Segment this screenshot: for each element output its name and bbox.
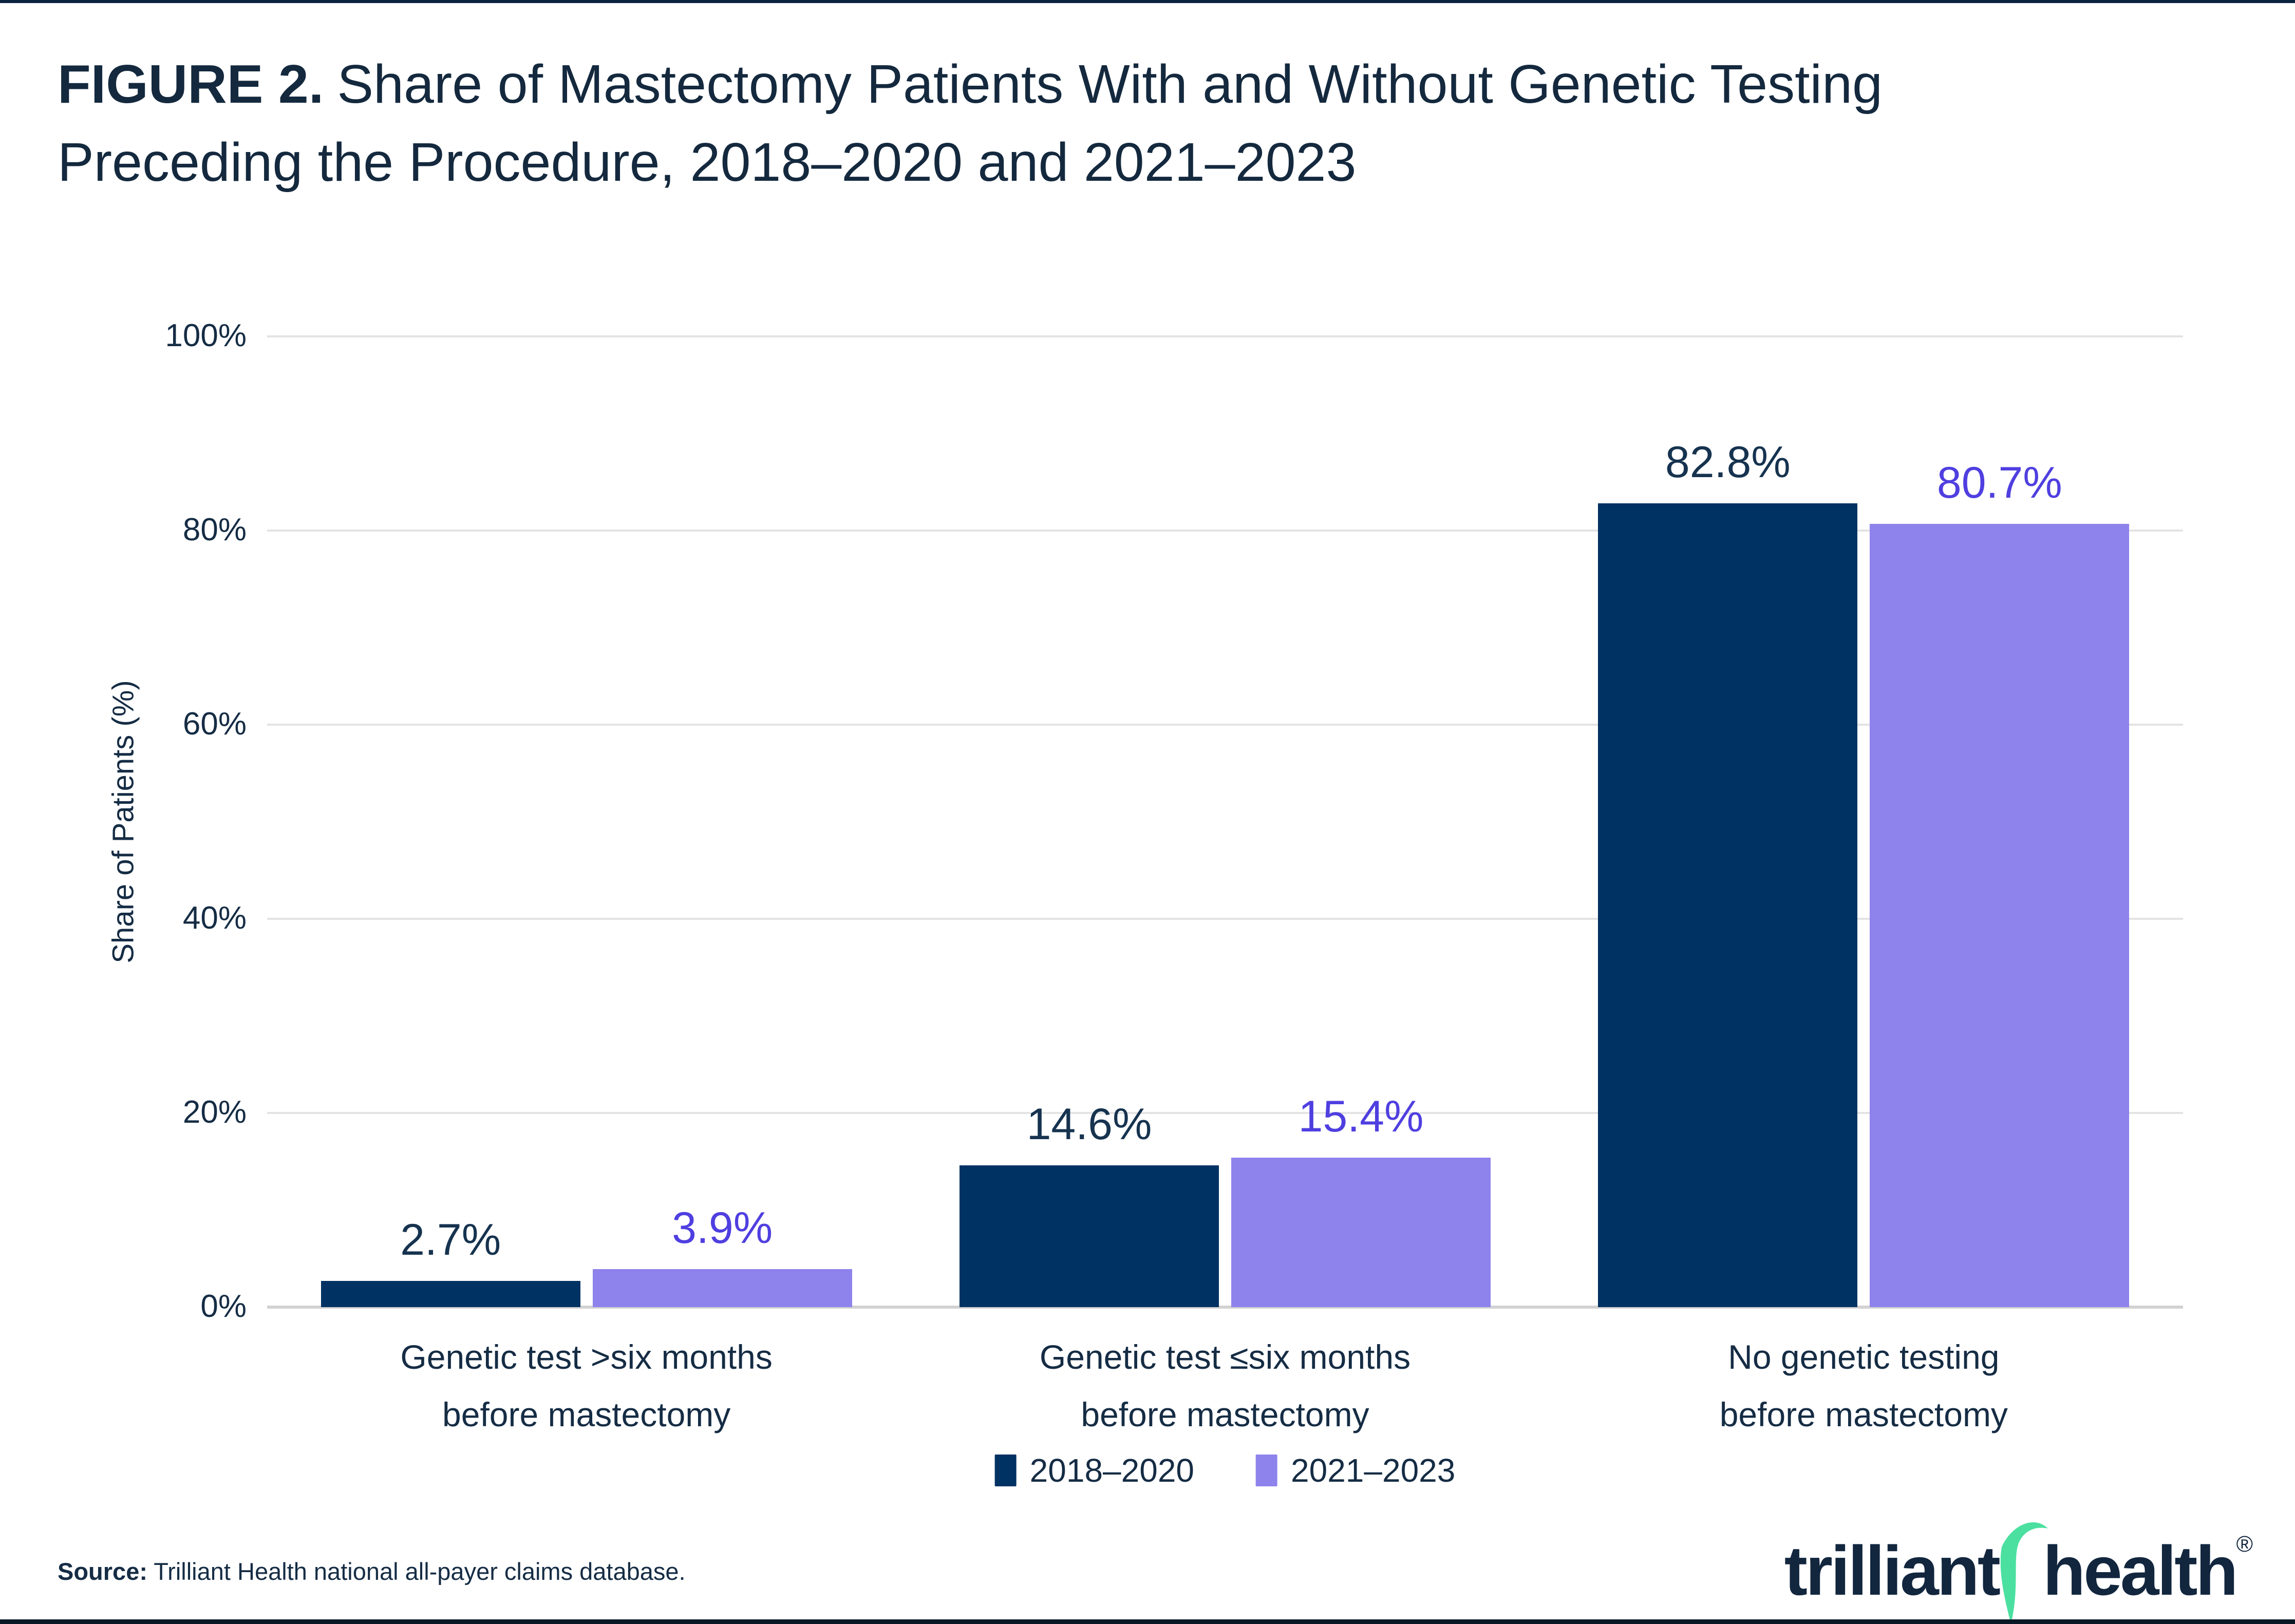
logo-swoosh-icon <box>2000 1522 2048 1624</box>
y-tick-label: 80% <box>182 512 247 548</box>
gridline <box>267 335 2183 337</box>
source-note: Source: Trilliant Health national all-pa… <box>58 1557 686 1585</box>
gridline <box>267 1112 2183 1114</box>
gridline <box>267 724 2183 726</box>
logo-word-trilliant: trilliant <box>1784 1532 2001 1610</box>
x-category-label: Genetic test >six months before mastecto… <box>400 1338 773 1433</box>
bar-value-label: 15.4% <box>1298 1092 1424 1141</box>
figure-number-label: FIGURE 2. <box>58 54 324 115</box>
bar-2018–2020-group3 <box>1598 503 1858 1307</box>
bar-value-label: 14.6% <box>1026 1100 1152 1149</box>
x-category-label: Genetic test ≤six months before mastecto… <box>1039 1338 1411 1433</box>
bar-2018–2020-group1 <box>321 1281 580 1307</box>
chart-title: FIGURE 2. Share of Mastectomy Patients Wi… <box>58 45 2215 201</box>
legend-item-2021-2023: 2021–2023 <box>1256 1451 1455 1489</box>
y-tick-label: 100% <box>165 318 247 354</box>
gridline <box>267 530 2183 532</box>
source-text: Trilliant Health national all-payer clai… <box>154 1558 686 1585</box>
logo-word-health: health <box>2043 1532 2238 1610</box>
bar-2021–2023-group1 <box>592 1269 852 1307</box>
legend-swatch-2021-2023 <box>1256 1455 1277 1486</box>
chart-title-line1-text: Share of Mastectomy Patients With and Wi… <box>337 54 1883 115</box>
y-tick-label: 40% <box>182 900 247 936</box>
registered-trademark-symbol: ® <box>2236 1532 2253 1557</box>
legend-swatch-2018-2020 <box>994 1455 1017 1486</box>
legend: 2018–2020 2021–2023 <box>994 1451 1455 1489</box>
top-accent-bar <box>0 0 2295 3</box>
bar-value-label: 2.7% <box>400 1215 501 1264</box>
bar-2021–2023-group3 <box>1870 524 2130 1307</box>
y-tick-label: 60% <box>182 706 247 742</box>
x-category-label: No genetic testing before mastectomy <box>1719 1338 2008 1433</box>
bar-value-label: 3.9% <box>672 1203 773 1253</box>
legend-label-2021-2023: 2021–2023 <box>1291 1452 1456 1489</box>
chart-title-line2: Preceding the Procedure, 2018–2020 and 2… <box>58 132 1357 193</box>
x-axis-line <box>267 1306 2183 1309</box>
gridline <box>267 918 2183 920</box>
bottom-accent-bar <box>0 1619 2295 1624</box>
bar-value-label: 80.7% <box>1936 458 2062 507</box>
y-tick-label: 20% <box>182 1094 247 1130</box>
bar-2018–2020-group2 <box>960 1165 1219 1307</box>
bar-value-label: 82.8% <box>1665 438 1791 487</box>
y-tick-label: 0% <box>200 1289 247 1325</box>
trilliant-health-logo: trilliant health ® <box>1784 1518 2253 1624</box>
legend-label-2018-2020: 2018–2020 <box>1029 1452 1194 1489</box>
source-label: Source: <box>58 1558 147 1585</box>
legend-item-2018-2020: 2018–2020 <box>994 1451 1194 1489</box>
bar-2021–2023-group2 <box>1231 1158 1491 1307</box>
chart-title-line1: FIGURE 2. Share of Mastectomy Patients Wi… <box>58 45 2215 123</box>
